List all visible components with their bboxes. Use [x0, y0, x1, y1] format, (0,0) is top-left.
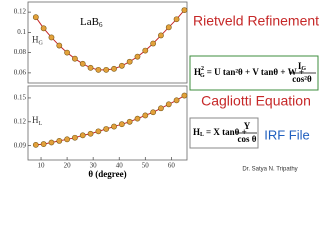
y-axis-label-main: H [32, 115, 39, 125]
data-point [79, 132, 86, 139]
x-tick-label: 20 [64, 162, 72, 170]
data-point [165, 101, 172, 108]
data-point [56, 42, 63, 49]
data-point [40, 141, 47, 147]
plot-area [27, 85, 188, 161]
x-tick-label: 30 [90, 162, 98, 170]
y-tick-label: 0.12 [14, 8, 27, 16]
data-point [142, 112, 149, 119]
data-point [95, 66, 102, 73]
formula-g: H2 G = U tan²θ + V tanθ + W + IG cos²θ [194, 61, 316, 84]
formula-lhs: H2 G = U tan²θ + V tanθ + W + [194, 66, 304, 79]
y-axis-label-sub: G [39, 41, 44, 47]
slide-subtitle: Cagliotti Equation [201, 93, 311, 109]
data-point [87, 64, 94, 71]
data-point [48, 34, 55, 41]
data-point [158, 105, 164, 112]
annotation: LaB6 [80, 16, 103, 29]
y-tick-label: 0.09 [14, 141, 27, 149]
x-tick-label: 10 [38, 162, 46, 170]
annotation-main: LaB [80, 16, 99, 28]
formula-l: HL = X tanθ + Y cos θ [193, 121, 257, 144]
data-point [142, 47, 149, 54]
y-axis-label-main: H [32, 35, 39, 45]
data-point [48, 139, 55, 146]
data-point [72, 134, 78, 141]
y-tick-label: 0.08 [14, 48, 27, 56]
slide: Rietveld Refinement H2 G = U tan²θ + V tan… [14, 1, 319, 179]
data-point [95, 128, 102, 135]
data-point [118, 121, 125, 128]
formula-den: cos θ [238, 134, 257, 144]
y-axis-label-sub: L [39, 121, 43, 127]
data-point [79, 60, 86, 67]
data-point [40, 25, 47, 32]
data-point [118, 62, 125, 69]
y-tick-label: 0.1 [17, 28, 26, 36]
x-tick-label: 50 [142, 162, 150, 170]
data-point [181, 92, 188, 99]
x-tick-label: 60 [168, 162, 176, 170]
data-point [134, 53, 141, 60]
data-point [87, 130, 94, 137]
data-point [158, 32, 164, 39]
annotation-sub: 6 [99, 21, 103, 29]
data-point [111, 65, 117, 72]
data-point [103, 126, 110, 132]
data-point [126, 58, 133, 65]
data-point [103, 66, 110, 73]
data-point [126, 118, 133, 125]
data-point [32, 14, 39, 21]
slide-title: Rietveld Refinement [193, 13, 319, 29]
data-point [165, 24, 172, 31]
formula-num: Y [244, 121, 251, 131]
data-point [173, 97, 180, 104]
x-tick-label: 40 [116, 162, 124, 170]
data-point [150, 109, 157, 116]
data-point [64, 49, 70, 56]
formula-lhs: HL = X tanθ + [193, 127, 247, 138]
data-point [72, 55, 78, 62]
data-point [150, 40, 157, 47]
data-point [32, 141, 39, 148]
file-label: IRF File [264, 127, 310, 142]
y-tick-label: 0.12 [14, 117, 27, 125]
y-tick-label: 0.15 [14, 94, 27, 102]
author: Dr. Satya N. Tripathy [242, 167, 297, 173]
data-point [134, 115, 141, 122]
data-point [56, 138, 63, 144]
y-tick-label: 0.06 [14, 68, 27, 76]
data-point [181, 7, 188, 14]
data-point [64, 136, 70, 143]
y-axis-label: HL [32, 115, 43, 127]
data-point [173, 16, 180, 23]
data-point [111, 123, 117, 130]
formula-den: cos²θ [292, 74, 312, 84]
formula-num: IG [298, 61, 307, 72]
y-axis-label: HG [32, 35, 44, 47]
x-axis-label: θ (degree) [88, 169, 126, 179]
